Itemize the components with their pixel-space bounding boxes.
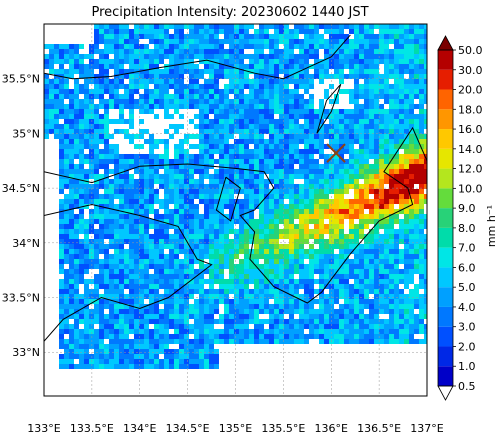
figure-title: Precipitation Intensity: 20230602 1440 J… xyxy=(91,5,368,20)
colorbar-segment xyxy=(438,69,453,90)
lon-tick-label: 134.5°E xyxy=(166,422,210,435)
coastline-2 xyxy=(44,203,213,342)
coastlines xyxy=(44,34,427,342)
colorbar-tick-label: 9.0 xyxy=(458,202,476,215)
colorbar-tick-label: 8.0 xyxy=(458,222,476,235)
colorbar-segment xyxy=(438,168,453,189)
colorbar-unit-label: mm h⁻¹ xyxy=(485,205,498,247)
colorbar-segment xyxy=(438,148,453,169)
colorbar-segment xyxy=(438,326,453,347)
lon-tick-label: 133.5°E xyxy=(70,422,114,435)
precipitation-map xyxy=(44,24,427,396)
lat-tick-label: 33°N xyxy=(12,346,40,359)
colorbar-tick-label: 7.0 xyxy=(458,242,476,255)
colorbar-segment xyxy=(438,306,453,327)
colorbar-tick-label: 0.5 xyxy=(458,380,476,393)
colorbar-segment xyxy=(438,247,453,268)
colorbar-segment xyxy=(438,50,453,70)
colorbar-tick-label: 5.0 xyxy=(458,281,476,294)
lon-tick-label: 137°E xyxy=(410,422,443,435)
colorbar-segment xyxy=(438,89,453,110)
colorbar-tick-label: 14.0 xyxy=(458,143,483,156)
colorbar-tick-label: 30.0 xyxy=(458,64,483,77)
colorbar-extend-max xyxy=(437,35,454,51)
lat-tick-label: 34°N xyxy=(12,237,40,250)
lat-tick-label: 35.5°N xyxy=(2,73,40,86)
coastline-3 xyxy=(215,176,241,222)
colorbar-segment xyxy=(438,188,453,209)
colorbar-segment xyxy=(438,346,453,367)
coastline-0 xyxy=(44,34,351,80)
lon-tick-label: 135.5°E xyxy=(261,422,305,435)
lon-tick-label: 136.5°E xyxy=(357,422,401,435)
lon-tick-label: 133°E xyxy=(27,422,60,435)
lon-tick-label: 136°E xyxy=(315,422,348,435)
colorbar-segment xyxy=(438,227,453,248)
coastline-4 xyxy=(316,83,342,134)
latitude-tick-labels: 35.5°N 35°N 34.5°N 34°N 33.5°N 33°N xyxy=(2,73,40,360)
colorbar-tick-label: 20.0 xyxy=(458,84,483,97)
colorbar-tick-label: 50.0 xyxy=(458,44,483,57)
colorbar-tick-label: 4.0 xyxy=(458,301,476,314)
colorbar-segment xyxy=(438,208,453,228)
colorbar-extend-min xyxy=(437,385,454,401)
colorbar-segment xyxy=(438,267,453,288)
colorbar-tick-label: 10.0 xyxy=(458,182,483,195)
colorbar-segment xyxy=(438,366,453,386)
colorbar-tick-label: 1.0 xyxy=(458,360,476,373)
colorbar-tick-label: 6.0 xyxy=(458,261,476,274)
colorbar-tick-label: 18.0 xyxy=(458,103,483,116)
colorbar-tick-label: 12.0 xyxy=(458,163,483,176)
location-marker-x xyxy=(326,143,346,163)
longitude-tick-labels: 133°E 133.5°E 134°E 134.5°E 135°E 135.5°E 136°… xyxy=(27,422,443,435)
precipitation-field xyxy=(44,24,427,369)
lon-tick-label: 135°E xyxy=(219,422,252,435)
coastline-1 xyxy=(44,126,427,304)
colorbar-segment xyxy=(438,129,453,149)
colorbar-segment xyxy=(438,287,453,307)
colorbar-tick-label: 3.0 xyxy=(458,321,476,334)
lat-tick-label: 34.5°N xyxy=(2,182,40,195)
lat-tick-label: 33.5°N xyxy=(2,292,40,305)
colorbar: 0.5 1.0 2.0 3.0 4.0 5.0 6.0 7.0 8.0 9.0 10.0 12.0 14… xyxy=(437,35,483,401)
map-frame xyxy=(43,23,428,397)
lon-tick-label: 134°E xyxy=(123,422,156,435)
lat-tick-label: 35°N xyxy=(12,127,40,140)
colorbar-segment xyxy=(438,109,453,130)
colorbar-tick-label: 2.0 xyxy=(458,340,476,353)
colorbar-tick-label: 16.0 xyxy=(458,123,483,136)
gridlines xyxy=(44,24,427,396)
